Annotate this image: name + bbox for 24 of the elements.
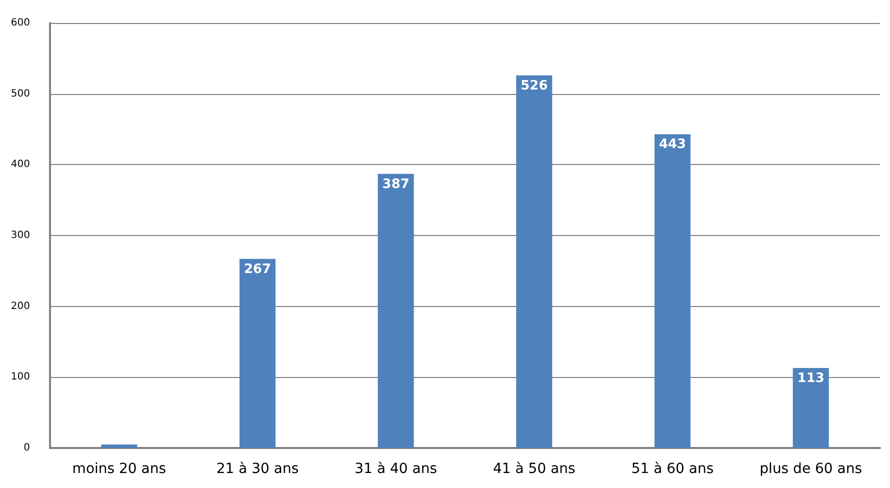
x-tick-label: 41 à 50 ans (493, 461, 576, 477)
data-label: 113 (797, 370, 824, 386)
bar (378, 174, 414, 448)
x-tick-label: 51 à 60 ans (631, 461, 714, 477)
data-label: 443 (658, 137, 686, 152)
y-tick-label: 100 (10, 372, 30, 383)
data-label: 387 (382, 176, 410, 192)
x-tick-label: moins 20 ans (72, 461, 166, 477)
x-tick-label: 21 à 30 ans (216, 461, 299, 477)
data-label: 267 (244, 262, 272, 277)
bar (516, 75, 552, 448)
data-label: 526 (520, 78, 548, 94)
x-tick-label: plus de 60 ans (760, 461, 862, 477)
bar (654, 134, 690, 448)
y-tick-label: 300 (10, 230, 30, 241)
bar (240, 258, 276, 448)
bar (101, 444, 138, 448)
y-tick-label: 600 (10, 18, 30, 28)
x-tick-label: 31 à 40 ans (354, 461, 437, 477)
y-tick-label: 500 (10, 88, 30, 100)
bar (792, 368, 829, 448)
y-tick-label: 400 (10, 159, 30, 170)
y-tick-label: 200 (10, 300, 30, 312)
y-tick-label: 0 (24, 442, 30, 454)
